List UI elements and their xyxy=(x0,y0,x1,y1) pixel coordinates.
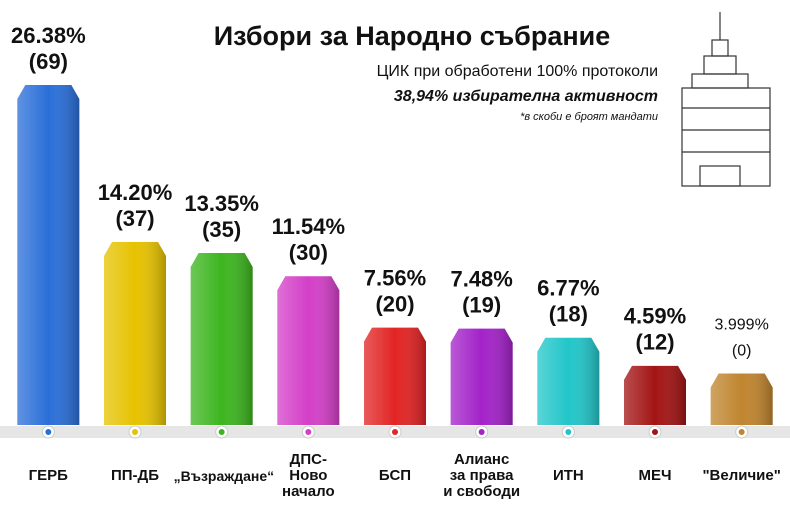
chart-title: Избори за Народно събрание xyxy=(214,21,611,51)
value-label: 13.35% xyxy=(184,191,259,216)
floor-dot-inner xyxy=(652,429,658,435)
mandate-label: (19) xyxy=(462,292,501,317)
floor-dot-inner xyxy=(478,429,485,435)
bar-shade xyxy=(190,252,253,425)
value-label: 7.48% xyxy=(450,266,512,291)
floor-dot-inner xyxy=(218,429,225,435)
x-tick-label: ИТН xyxy=(552,467,584,484)
x-tick-label: БСП xyxy=(378,467,412,484)
bar-shade xyxy=(710,373,773,425)
mandate-label: (37) xyxy=(115,206,154,231)
mandate-label: (30) xyxy=(289,240,328,265)
x-tick-label: ГЕРБ xyxy=(28,467,68,484)
bar-shade xyxy=(537,337,600,425)
value-label: 26.38% xyxy=(11,23,86,48)
mandate-label: (12) xyxy=(635,330,674,355)
floor-dot-inner xyxy=(392,429,398,435)
mandate-label: (35) xyxy=(202,217,241,242)
bar-shade xyxy=(277,276,340,425)
bar-shade xyxy=(624,365,686,425)
building-icon xyxy=(681,12,771,187)
x-tick-label: ПП-ДБ xyxy=(110,467,160,484)
bar-shade xyxy=(450,328,513,425)
value-label: 3.999% xyxy=(715,317,769,334)
value-label: 6.77% xyxy=(537,276,599,301)
floor-dot-inner xyxy=(45,429,52,435)
floor-dot-inner xyxy=(132,429,138,435)
floor-dot-inner xyxy=(738,429,745,435)
floor-dot-inner xyxy=(305,429,312,435)
value-label: 14.20% xyxy=(98,180,173,205)
bar-shade xyxy=(104,241,166,425)
x-tick-label: "Величие" xyxy=(702,467,781,484)
bar-shade xyxy=(364,327,426,425)
floor-dot-inner xyxy=(565,429,572,435)
chart-subtitle: ЦИК при обработени 100% протоколи xyxy=(377,63,658,80)
mandate-label: (69) xyxy=(29,49,68,74)
mandate-label: (18) xyxy=(549,302,588,327)
mandate-label: (20) xyxy=(375,291,414,316)
note: *в скоби е броят мандати xyxy=(520,111,658,123)
x-tick-label: ДПС- Ново начало xyxy=(282,451,335,500)
value-label: 4.59% xyxy=(624,304,686,329)
mandate-label: (0) xyxy=(732,343,752,360)
x-tick-label: МЕЧ xyxy=(638,467,672,484)
value-label: 7.56% xyxy=(364,265,426,290)
x-tick-label: „Възраждане“ xyxy=(173,468,275,484)
x-tick-label: Алианс за права и свободи xyxy=(443,451,521,500)
turnout: 38,94% избирателна активност xyxy=(394,88,658,105)
value-label: 11.54% xyxy=(272,214,345,239)
bar-shade xyxy=(17,85,80,425)
